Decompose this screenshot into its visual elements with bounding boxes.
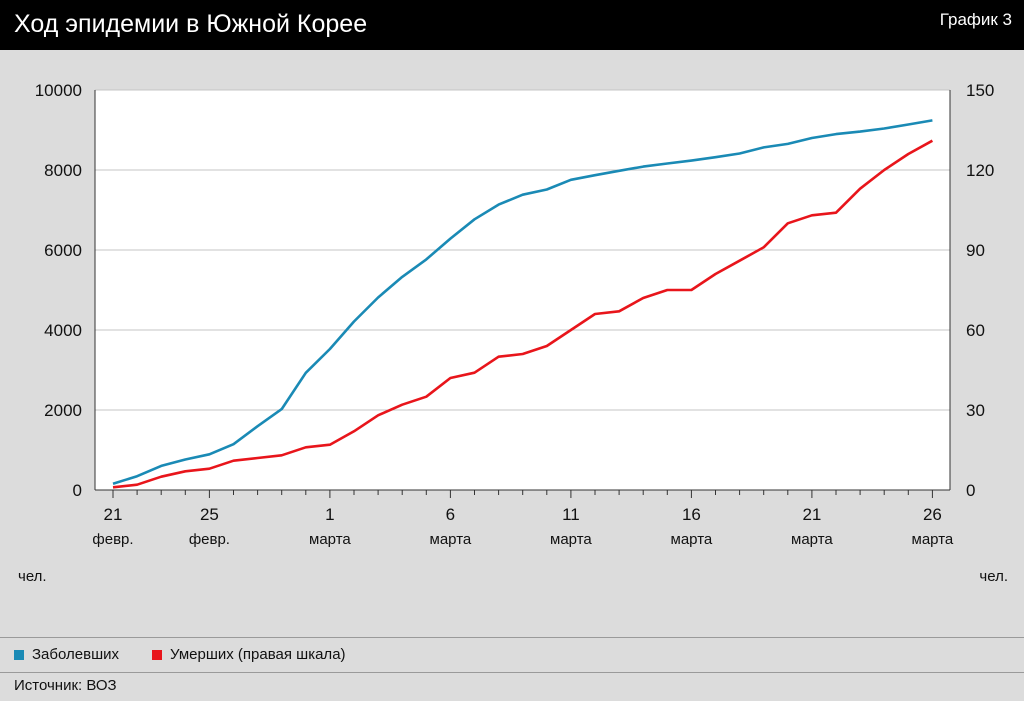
x-tick-label-month: марта (671, 531, 713, 548)
y-right-tick-label: 0 (966, 481, 975, 500)
y-right-tick-label: 30 (966, 401, 985, 420)
legend-label-infected: Заболевших (32, 646, 119, 663)
y-left-tick-label: 0 (73, 481, 82, 500)
x-tick-label-month: марта (912, 531, 954, 548)
y-right-tick-label: 120 (966, 161, 994, 180)
y-left-tick-label: 4000 (44, 321, 82, 340)
source-note: Источник: ВОЗ (14, 677, 117, 694)
x-tick-label-month: марта (430, 531, 472, 548)
x-tick-label-month: февр. (92, 531, 133, 548)
y-left-unit-label: чел. (18, 568, 47, 585)
y-left-tick-label: 10000 (35, 81, 82, 100)
x-tick-label-month: февр. (189, 531, 230, 548)
x-tick-label-day: 21 (802, 505, 821, 524)
y-left-tick-label: 2000 (44, 401, 82, 420)
legend-swatch-infected (14, 649, 24, 660)
chart-title: Ход эпидемии в Южной Корее (14, 10, 368, 38)
plot-area (95, 90, 950, 490)
x-tick-label-month: марта (791, 531, 833, 548)
y-right-tick-label: 150 (966, 81, 994, 100)
infected-series-line (112, 119, 933, 486)
x-tick-label-day: 21 (104, 505, 123, 524)
x-tick-label-day: 25 (200, 505, 219, 524)
x-tick-label-day: 16 (682, 505, 701, 524)
x-tick-label-day: 26 (923, 505, 942, 524)
chart-number-badge: График 3 (939, 10, 1012, 29)
x-tick-label-day: 11 (562, 505, 580, 524)
y-left-tick-label: 8000 (44, 161, 82, 180)
y-right-tick-label: 90 (966, 241, 985, 260)
legend-item-deaths: Умерших (правая шкала) (152, 646, 346, 663)
chart-plot: 0 2000 4000 6000 8000 10000 0 30 60 90 120 150 21 фев… (18, 81, 1008, 585)
legend-swatch-deaths (152, 649, 162, 660)
x-tick-label-month: марта (309, 531, 351, 548)
legend: Заболевших Умерших (правая шкала) (0, 637, 1024, 673)
legend-item-infected: Заболевших (14, 646, 119, 663)
y-right-tick-label: 60 (966, 321, 985, 340)
x-tick-label-day: 6 (446, 505, 455, 524)
y-left-tick-label: 6000 (44, 241, 82, 260)
y-right-unit-label: чел. (979, 568, 1008, 585)
x-tick-label-day: 1 (325, 505, 334, 524)
x-tick-label-month: марта (550, 531, 592, 548)
legend-label-deaths: Умерших (правая шкала) (170, 646, 346, 663)
title-bar: Ход эпидемии в Южной Корее График 3 (0, 0, 1024, 50)
deaths-series-line (112, 139, 934, 489)
